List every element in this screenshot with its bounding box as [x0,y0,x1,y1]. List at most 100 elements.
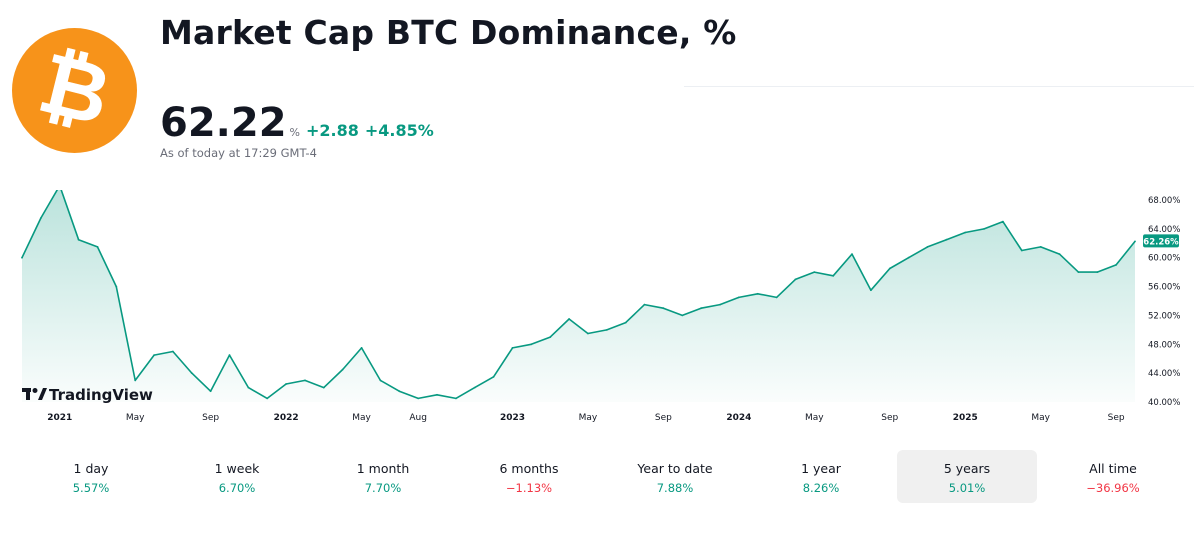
period-change: 5.57% [72,481,110,495]
x-tick-label: Aug [409,413,427,423]
x-tick-label: Sep [202,413,219,423]
data-point [322,386,325,389]
x-tick-label: Sep [881,413,898,423]
data-point [190,372,193,374]
data-point [360,347,363,349]
data-point [266,397,269,400]
period-tab-1-year[interactable]: 1 year 8.26% [751,450,891,503]
x-tick-label: 2024 [726,413,751,423]
period-change: 5.01% [948,481,986,495]
y-tick-label: 64.00% [1148,225,1180,235]
data-point [341,368,344,371]
period-tab-5-years[interactable]: 5 years 5.01% [897,450,1037,503]
data-point [455,397,457,400]
watermark-logo-stem [26,388,30,400]
tradingview-watermark: TradingView [22,386,153,404]
change-percent: +4.85% [364,121,434,140]
last-value-label: 62.26% [1143,237,1179,247]
change-absolute: +2.88 [305,121,359,140]
watermark-logo-dot [32,388,38,393]
x-tick-label: 2023 [500,413,525,423]
data-point [756,292,759,295]
x-tick-label: 2022 [274,413,299,423]
series-area [22,190,1135,402]
period-change: 6.70% [218,481,256,495]
data-point [115,285,118,288]
period-tab-1-day[interactable]: 1 day 5.57% [21,450,161,503]
data-point [719,303,721,306]
data-point [530,343,533,346]
dominance-chart[interactable]: 68.00% 64.00% 60.00% 56.00% 52.00% 48.00% 44.0… [0,190,1200,435]
value-unit: % [289,126,300,139]
period-selector: 1 day 5.57% 1 week 6.70% 1 month 7.70% 6 month… [0,450,1200,505]
x-tick-label: May [1031,413,1050,423]
x-tick-label: May [352,413,371,423]
period-tab-1-week[interactable]: 1 week 6.70% [167,450,307,503]
data-point [40,217,42,219]
data-point [624,321,627,324]
data-point [1077,271,1080,273]
data-point [473,386,476,389]
watermark-logo-slash [38,388,47,400]
period-label: 6 months [499,461,559,476]
data-point [926,246,929,248]
data-point [96,246,99,248]
x-tick-label: Sep [655,413,672,423]
data-point [379,379,382,382]
period-tab-6-months[interactable]: 6 months −1.13% [459,450,599,503]
data-point [851,253,853,255]
data-point [285,383,287,385]
data-point [398,390,401,393]
last-value-badge [1143,234,1179,248]
data-point [662,307,665,310]
y-tick-label: 56.00% [1148,283,1180,293]
as-of-timestamp: As of today at 17:29 GMT-4 [160,146,317,160]
period-label: Year to date [637,461,713,476]
data-point [247,386,250,389]
data-point [417,397,420,400]
period-tab-1-month[interactable]: 1 month 7.70% [313,450,453,503]
page-title: Market Cap BTC Dominance, % [160,13,737,52]
series-line [21,190,1136,400]
data-point [907,256,910,259]
y-tick-label: 44.00% [1148,369,1180,379]
data-point [492,375,495,378]
x-tick-label: May [805,413,824,423]
data-point [888,267,891,270]
data-point [1115,264,1117,266]
period-label: 1 month [356,461,410,476]
period-change: 7.70% [364,481,402,495]
data-point [643,303,646,306]
data-point [813,271,816,273]
data-point [700,307,702,310]
data-point [228,354,231,356]
data-point [436,393,438,396]
data-point [794,278,797,281]
y-tick-label: 68.00% [1148,196,1180,206]
y-tick-label: 60.00% [1148,254,1180,264]
data-point [775,296,778,299]
y-tick-label: 40.00% [1148,398,1180,408]
x-tick-label: 2025 [953,413,978,423]
period-change: 8.26% [802,481,840,495]
period-tab-all-time[interactable]: All time −36.96% [1043,450,1183,503]
data-point [681,314,684,317]
data-point [1134,240,1136,243]
data-point [172,350,174,353]
data-point [153,354,156,356]
data-point [134,379,137,382]
data-point [605,329,608,331]
data-point [945,238,948,241]
period-label: All time [1089,461,1137,476]
current-value: 62.22 [160,100,287,146]
period-tab-year-to-date[interactable]: Year to date 7.88% [605,450,745,503]
watermark-text: TradingView [49,386,153,404]
data-point [1039,246,1042,248]
data-point [21,256,23,259]
data-point [209,390,212,393]
x-tick-label: May [126,413,145,423]
bitcoin-logo-icon: ₿ [12,28,137,153]
period-label: 1 week [214,461,260,476]
data-point [737,296,740,299]
data-point [304,379,306,382]
